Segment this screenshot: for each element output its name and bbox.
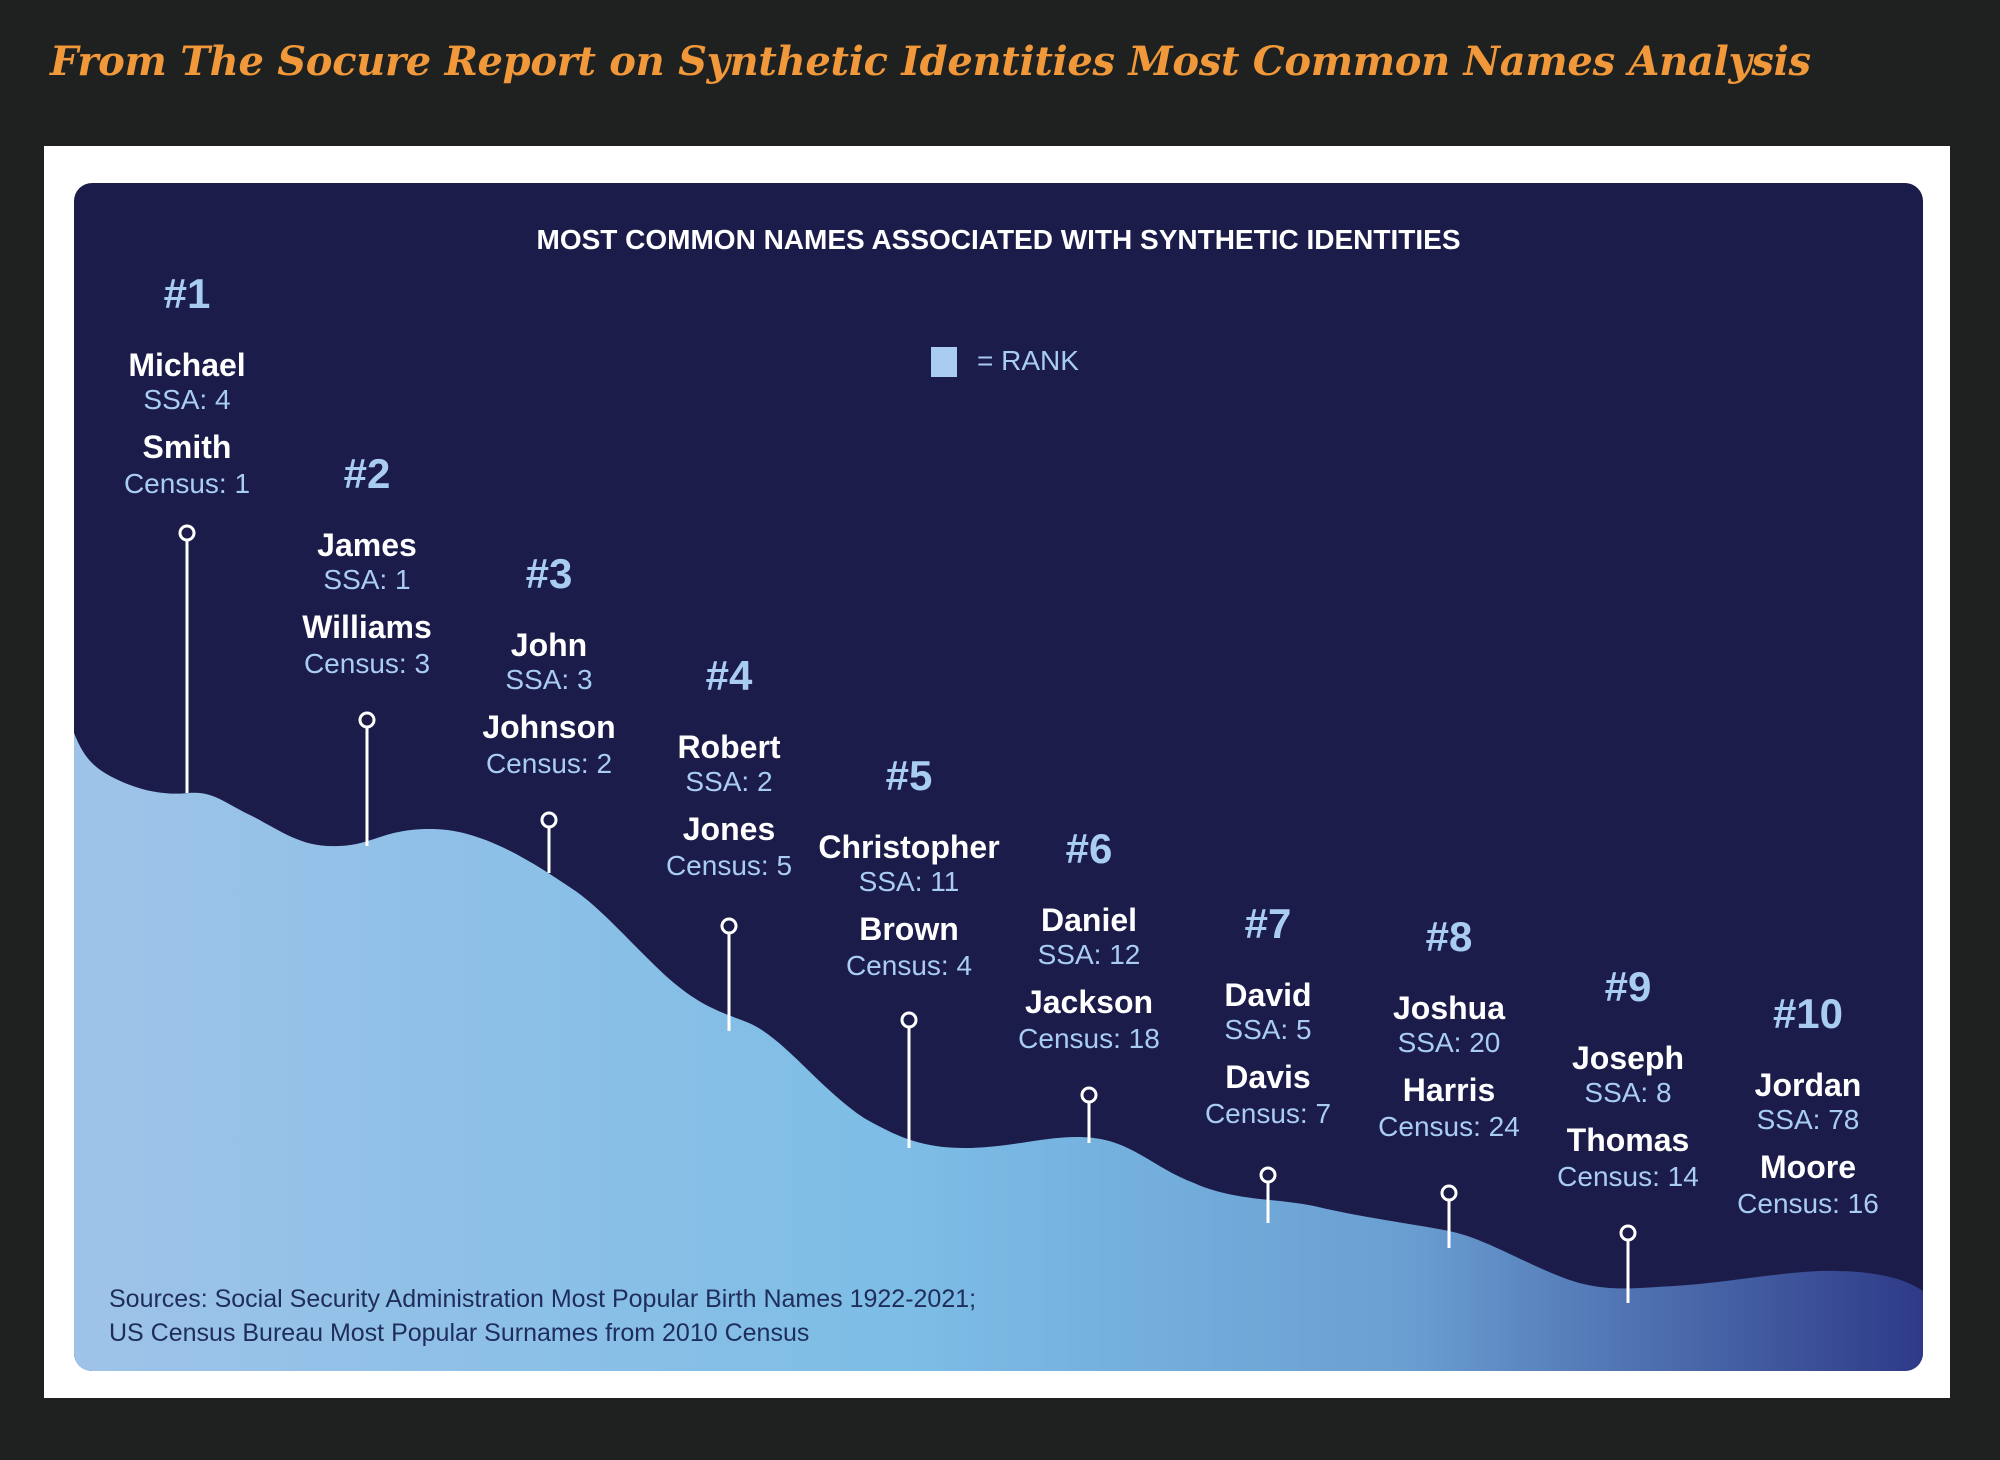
first-name: John: [511, 627, 587, 663]
first-name: Jordan: [1755, 1067, 1862, 1103]
first-name: Daniel: [1041, 902, 1137, 938]
pin-marker: [1440, 1184, 1458, 1202]
sources-line-2: US Census Bureau Most Popular Surnames f…: [109, 1319, 809, 1347]
rank-label: #6: [1066, 825, 1113, 872]
first-name: David: [1224, 977, 1311, 1013]
surname: Johnson: [482, 709, 615, 745]
pin-marker: [1619, 1224, 1637, 1242]
first-name: Michael: [128, 347, 245, 383]
surname: Davis: [1225, 1059, 1310, 1095]
first-name: Joseph: [1572, 1040, 1684, 1076]
rank-label: #5: [886, 752, 933, 799]
surname: Jackson: [1025, 984, 1153, 1020]
census-label: Census: 3: [304, 648, 430, 679]
census-label: Census: 5: [666, 850, 792, 881]
pin-marker: [540, 811, 558, 829]
first-name: Christopher: [818, 829, 999, 865]
census-label: Census: 2: [486, 748, 612, 779]
first-name: James: [317, 527, 417, 563]
surname: Smith: [143, 429, 232, 465]
area-curve: [74, 733, 1923, 1371]
surname: Williams: [302, 609, 432, 645]
rank-label: #4: [706, 652, 753, 699]
ssa-label: SSA: 8: [1584, 1077, 1671, 1108]
census-label: Census: 7: [1205, 1098, 1331, 1129]
ssa-label: SSA: 78: [1757, 1104, 1860, 1135]
ssa-label: SSA: 20: [1398, 1027, 1501, 1058]
ssa-label: SSA: 11: [859, 866, 960, 897]
rank-label: #9: [1605, 963, 1652, 1010]
legend-swatch: [931, 347, 957, 377]
pin-marker: [720, 917, 738, 935]
census-label: Census: 4: [846, 950, 972, 981]
census-label: Census: 1: [124, 468, 250, 499]
surname: Brown: [859, 911, 959, 947]
pin-marker: [358, 711, 376, 729]
pin-marker: [900, 1011, 918, 1029]
ssa-label: SSA: 12: [1038, 939, 1141, 970]
rank-label: #10: [1773, 990, 1843, 1037]
ssa-label: SSA: 2: [685, 766, 772, 797]
sources-line-1: Sources: Social Security Administration …: [109, 1285, 976, 1313]
rank-label: #1: [164, 270, 211, 317]
first-name: Joshua: [1393, 990, 1505, 1026]
ssa-label: SSA: 3: [505, 664, 592, 695]
pin-marker: [178, 524, 196, 542]
census-label: Census: 24: [1378, 1111, 1520, 1142]
legend-label: = RANK: [977, 345, 1079, 376]
rank-label: #8: [1426, 913, 1473, 960]
chart-title: MOST COMMON NAMES ASSOCIATED WITH SYNTHE…: [537, 224, 1461, 255]
census-label: Census: 18: [1018, 1023, 1160, 1054]
pin-marker: [1080, 1086, 1098, 1104]
page-header-title: From The Socure Report on Synthetic Iden…: [50, 38, 1811, 85]
surname: Jones: [683, 811, 775, 847]
ssa-label: SSA: 1: [323, 564, 410, 595]
census-label: Census: 16: [1737, 1188, 1879, 1219]
census-label: Census: 14: [1557, 1161, 1699, 1192]
chart-svg: MOST COMMON NAMES ASSOCIATED WITH SYNTHE…: [74, 183, 1923, 1371]
surname: Moore: [1760, 1149, 1856, 1185]
surname: Thomas: [1567, 1122, 1690, 1158]
ssa-label: SSA: 5: [1224, 1014, 1311, 1045]
rank-label: #7: [1245, 900, 1292, 947]
rank-label: #3: [526, 550, 573, 597]
ssa-label: SSA: 4: [143, 384, 230, 415]
pin-marker: [1259, 1166, 1277, 1184]
first-name: Robert: [677, 729, 780, 765]
surname: Harris: [1403, 1072, 1496, 1108]
chart-panel: MOST COMMON NAMES ASSOCIATED WITH SYNTHE…: [74, 183, 1923, 1371]
rank-label: #2: [344, 450, 391, 497]
